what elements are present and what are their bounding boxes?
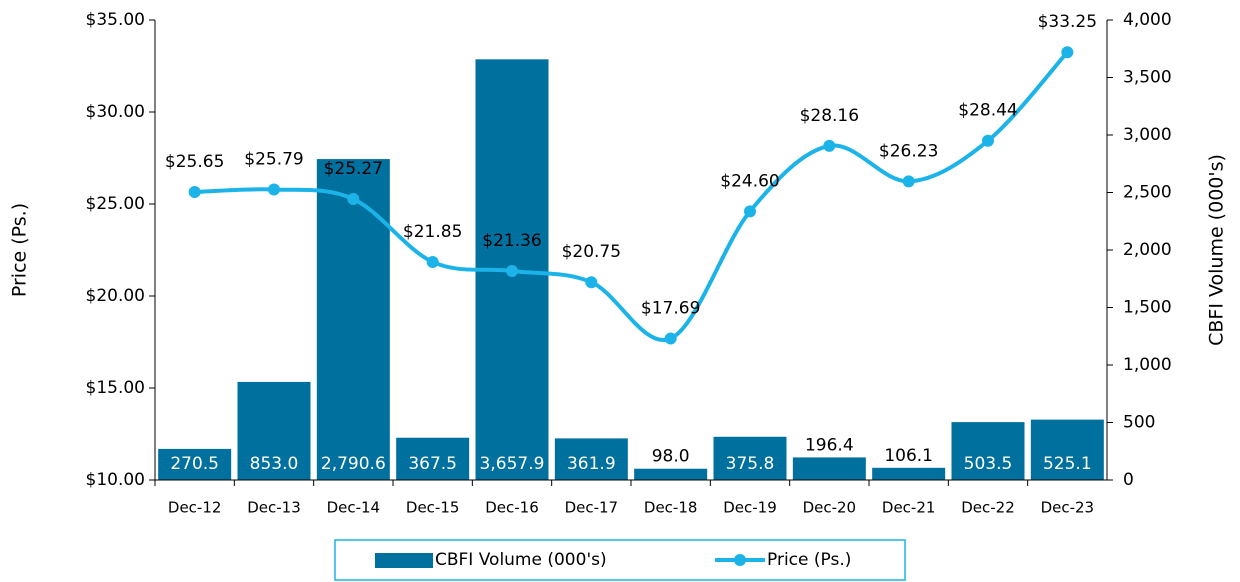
y-tick-label: $10.00 xyxy=(86,470,145,490)
price-marker xyxy=(744,205,756,218)
price-marker xyxy=(506,264,518,277)
x-tick-label: Dec-17 xyxy=(565,499,619,517)
bar xyxy=(792,457,866,480)
line-value-label: $25.79 xyxy=(244,149,303,169)
y2-axis-title: CBFI Volume (000's) xyxy=(1206,154,1228,346)
line-value-label: $25.27 xyxy=(324,159,383,179)
y2-tick-label: 2,000 xyxy=(1123,240,1172,260)
legend-box xyxy=(334,539,906,581)
price-marker xyxy=(1061,46,1074,59)
price-marker xyxy=(982,134,994,147)
y2-tick-label: 3,500 xyxy=(1123,68,1172,88)
line-value-label: $26.23 xyxy=(879,141,938,161)
bar-value-label: 361.9 xyxy=(567,454,616,474)
bar xyxy=(634,468,708,480)
bar-value-label: 2,790.6 xyxy=(321,454,386,474)
x-tick-label: Dec-22 xyxy=(961,499,1015,517)
line-value-label: $17.69 xyxy=(641,299,700,319)
bar xyxy=(554,438,628,480)
bar xyxy=(1030,419,1104,480)
bar-value-label: 106.1 xyxy=(884,446,933,466)
y-tick-label: $35.00 xyxy=(86,10,145,30)
line-value-label: $21.36 xyxy=(482,231,541,251)
bar-value-label: 525.1 xyxy=(1043,454,1092,474)
line-value-label: $21.85 xyxy=(403,222,462,242)
line-value-label: $25.65 xyxy=(165,152,224,172)
price-marker xyxy=(268,183,280,196)
price-marker xyxy=(823,139,836,152)
y2-tick-label: 1,000 xyxy=(1123,355,1172,375)
x-tick-label: Dec-12 xyxy=(168,499,222,517)
bar xyxy=(396,437,470,480)
x-tick-label: Dec-14 xyxy=(327,499,381,517)
y-tick-label: $20.00 xyxy=(86,286,145,306)
x-tick-label: Dec-13 xyxy=(247,499,301,517)
price-marker xyxy=(585,276,598,289)
legend-swatch xyxy=(375,553,433,568)
y2-tick-label: 500 xyxy=(1123,413,1155,433)
y2-tick-label: 1,500 xyxy=(1123,298,1172,318)
y2-tick-label: 4,000 xyxy=(1123,10,1172,30)
line-value-label: $28.44 xyxy=(958,101,1017,121)
y2-tick-label: 3,000 xyxy=(1123,125,1172,145)
x-tick-label: Dec-15 xyxy=(406,499,460,517)
line-value-label: $33.25 xyxy=(1038,12,1097,32)
price-marker xyxy=(664,332,677,345)
line-value-label: $20.75 xyxy=(562,242,621,262)
bar-value-label: 196.4 xyxy=(805,435,854,455)
x-tick-label: Dec-21 xyxy=(882,499,936,517)
legend-marker xyxy=(734,554,746,566)
y2-tick-label: 0 xyxy=(1123,470,1134,490)
x-tick-label: Dec-23 xyxy=(1041,499,1095,517)
bar-value-label: 853.0 xyxy=(250,454,299,474)
price-marker xyxy=(347,193,360,206)
y-tick-label: $25.00 xyxy=(86,194,145,214)
legend-label: CBFI Volume (000's) xyxy=(435,550,607,570)
x-tick-label: Dec-20 xyxy=(803,499,857,517)
y-tick-label: $30.00 xyxy=(86,102,145,122)
bar-value-label: 375.8 xyxy=(726,454,775,474)
bar-value-label: 367.5 xyxy=(408,454,457,474)
bar xyxy=(951,422,1025,480)
y-tick-label: $15.00 xyxy=(86,378,145,398)
bar xyxy=(316,159,390,480)
bar-value-label: 98.0 xyxy=(652,447,690,467)
bar-value-label: 3,657.9 xyxy=(480,454,545,474)
price-marker xyxy=(902,175,915,188)
price-marker xyxy=(188,186,201,199)
y-axis-title: Price (Ps.) xyxy=(9,203,31,297)
x-tick-label: Dec-16 xyxy=(485,499,539,517)
bar xyxy=(237,381,311,480)
bar xyxy=(872,467,946,480)
line-value-label: $28.16 xyxy=(800,106,859,126)
line-value-label: $24.60 xyxy=(720,171,779,191)
y2-tick-label: 2,500 xyxy=(1123,183,1172,203)
legend-label: Price (Ps.) xyxy=(767,550,851,570)
bar-value-label: 270.5 xyxy=(170,454,219,474)
x-tick-label: Dec-18 xyxy=(644,499,698,517)
bar xyxy=(158,448,232,480)
price-marker xyxy=(426,255,439,268)
bar xyxy=(713,436,787,480)
x-tick-label: Dec-19 xyxy=(723,499,777,517)
bar-value-label: 503.5 xyxy=(964,454,1013,474)
